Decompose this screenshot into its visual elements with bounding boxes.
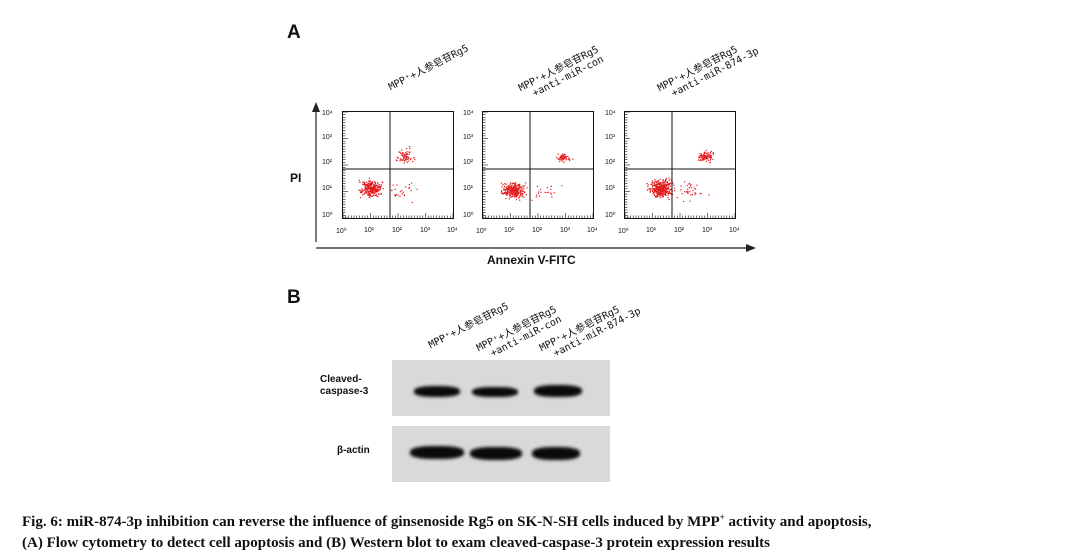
- caption-line-1: Fig. 6: miR-874-3p inhibition can revers…: [22, 512, 872, 531]
- caption-line-2: (A) Flow cytometry to detect cell apopto…: [22, 535, 770, 551]
- plot-1-xtick-1: 10¹: [364, 227, 375, 234]
- panel-b-letter: B: [287, 287, 301, 308]
- plot-1-xtick-4: 10⁴: [447, 227, 458, 234]
- band-caspase-3: [534, 385, 582, 397]
- plot-2-ytick-2: 10²: [463, 159, 474, 166]
- panel-a-sample-label-3: MPP⁺+人参皂苷Rg5 +anti-miR-874-3p: [656, 44, 761, 100]
- plot-2-ytick-0: 10⁰: [463, 212, 474, 219]
- plot-1-xtick-0: 10⁰: [336, 228, 347, 235]
- plot-3-xtick-4: 10⁴: [729, 227, 740, 234]
- flow-plot-2-svg: [483, 112, 593, 218]
- y-axis-arrow: [312, 102, 320, 242]
- plot-3-ytick-4: 10⁴: [605, 110, 616, 117]
- plot-3-xtick-2: 10²: [674, 227, 685, 234]
- blot-label-beta-actin: β-actin: [337, 445, 370, 456]
- plot-2-xtick-4: 10⁴: [587, 227, 598, 234]
- plot-3-ytick-2: 10²: [605, 159, 616, 166]
- panel-a-letter: A: [287, 22, 301, 43]
- band-actin-3: [532, 447, 580, 460]
- plot-2-xtick-3: 10³: [560, 227, 571, 234]
- plot-1-ytick-2: 10²: [322, 159, 333, 166]
- plot-3-ytick-0: 10⁰: [605, 212, 616, 219]
- blot-label-cleaved-caspase-3: Cleaved- caspase-3: [320, 374, 369, 397]
- plot-2-xtick-2: 10²: [532, 227, 543, 234]
- x-axis-arrow: [316, 244, 756, 252]
- plot-3-xtick-0: 10⁰: [618, 228, 629, 235]
- plot-2-ytick-1: 10¹: [463, 185, 474, 192]
- band-actin-2: [470, 447, 522, 460]
- y-axis-label: PI: [290, 171, 302, 185]
- blot-beta-actin: [392, 426, 610, 482]
- x-axis-label: Annexin V-FITC: [487, 253, 576, 267]
- plot-2-ytick-3: 10³: [463, 134, 474, 141]
- figure-caption: Fig. 6: miR-874-3p inhibition can revers…: [22, 512, 1062, 554]
- plot-1-xtick-3: 10³: [420, 227, 431, 234]
- panel-a-sample-label-1: MPP⁺+人参皂苷Rg5: [387, 43, 471, 93]
- panel-a-sample-label-2: MPP⁺+人参皂苷Rg5 +anti-miR-con: [517, 44, 606, 100]
- flow-plot-1-svg: [343, 112, 453, 218]
- plot-1-xtick-2: 10²: [392, 227, 403, 234]
- plot-1-ytick-4: 10⁴: [322, 110, 333, 117]
- flow-plot-3-svg: [625, 112, 735, 218]
- plot-1-ytick-3: 10³: [322, 134, 333, 141]
- flow-plot-2: [482, 111, 594, 219]
- flow-plot-3: [624, 111, 736, 219]
- plot-2-ytick-4: 10⁴: [463, 110, 474, 117]
- flow-plot-1: [342, 111, 454, 219]
- plot-3-xtick-1: 10¹: [646, 227, 657, 234]
- plot-2-xtick-1: 10¹: [504, 227, 515, 234]
- band-caspase-1: [414, 386, 460, 397]
- plot-1-ytick-0: 10⁰: [322, 212, 333, 219]
- blot-cleaved-caspase-3: [392, 360, 610, 416]
- plot-3-ytick-3: 10³: [605, 134, 616, 141]
- plot-3-ytick-1: 10¹: [605, 185, 616, 192]
- plot-3-xtick-3: 10³: [702, 227, 713, 234]
- band-actin-1: [410, 446, 464, 459]
- plot-1-ytick-1: 10¹: [322, 185, 333, 192]
- band-caspase-2: [472, 387, 518, 397]
- plot-2-xtick-0: 10⁰: [476, 228, 487, 235]
